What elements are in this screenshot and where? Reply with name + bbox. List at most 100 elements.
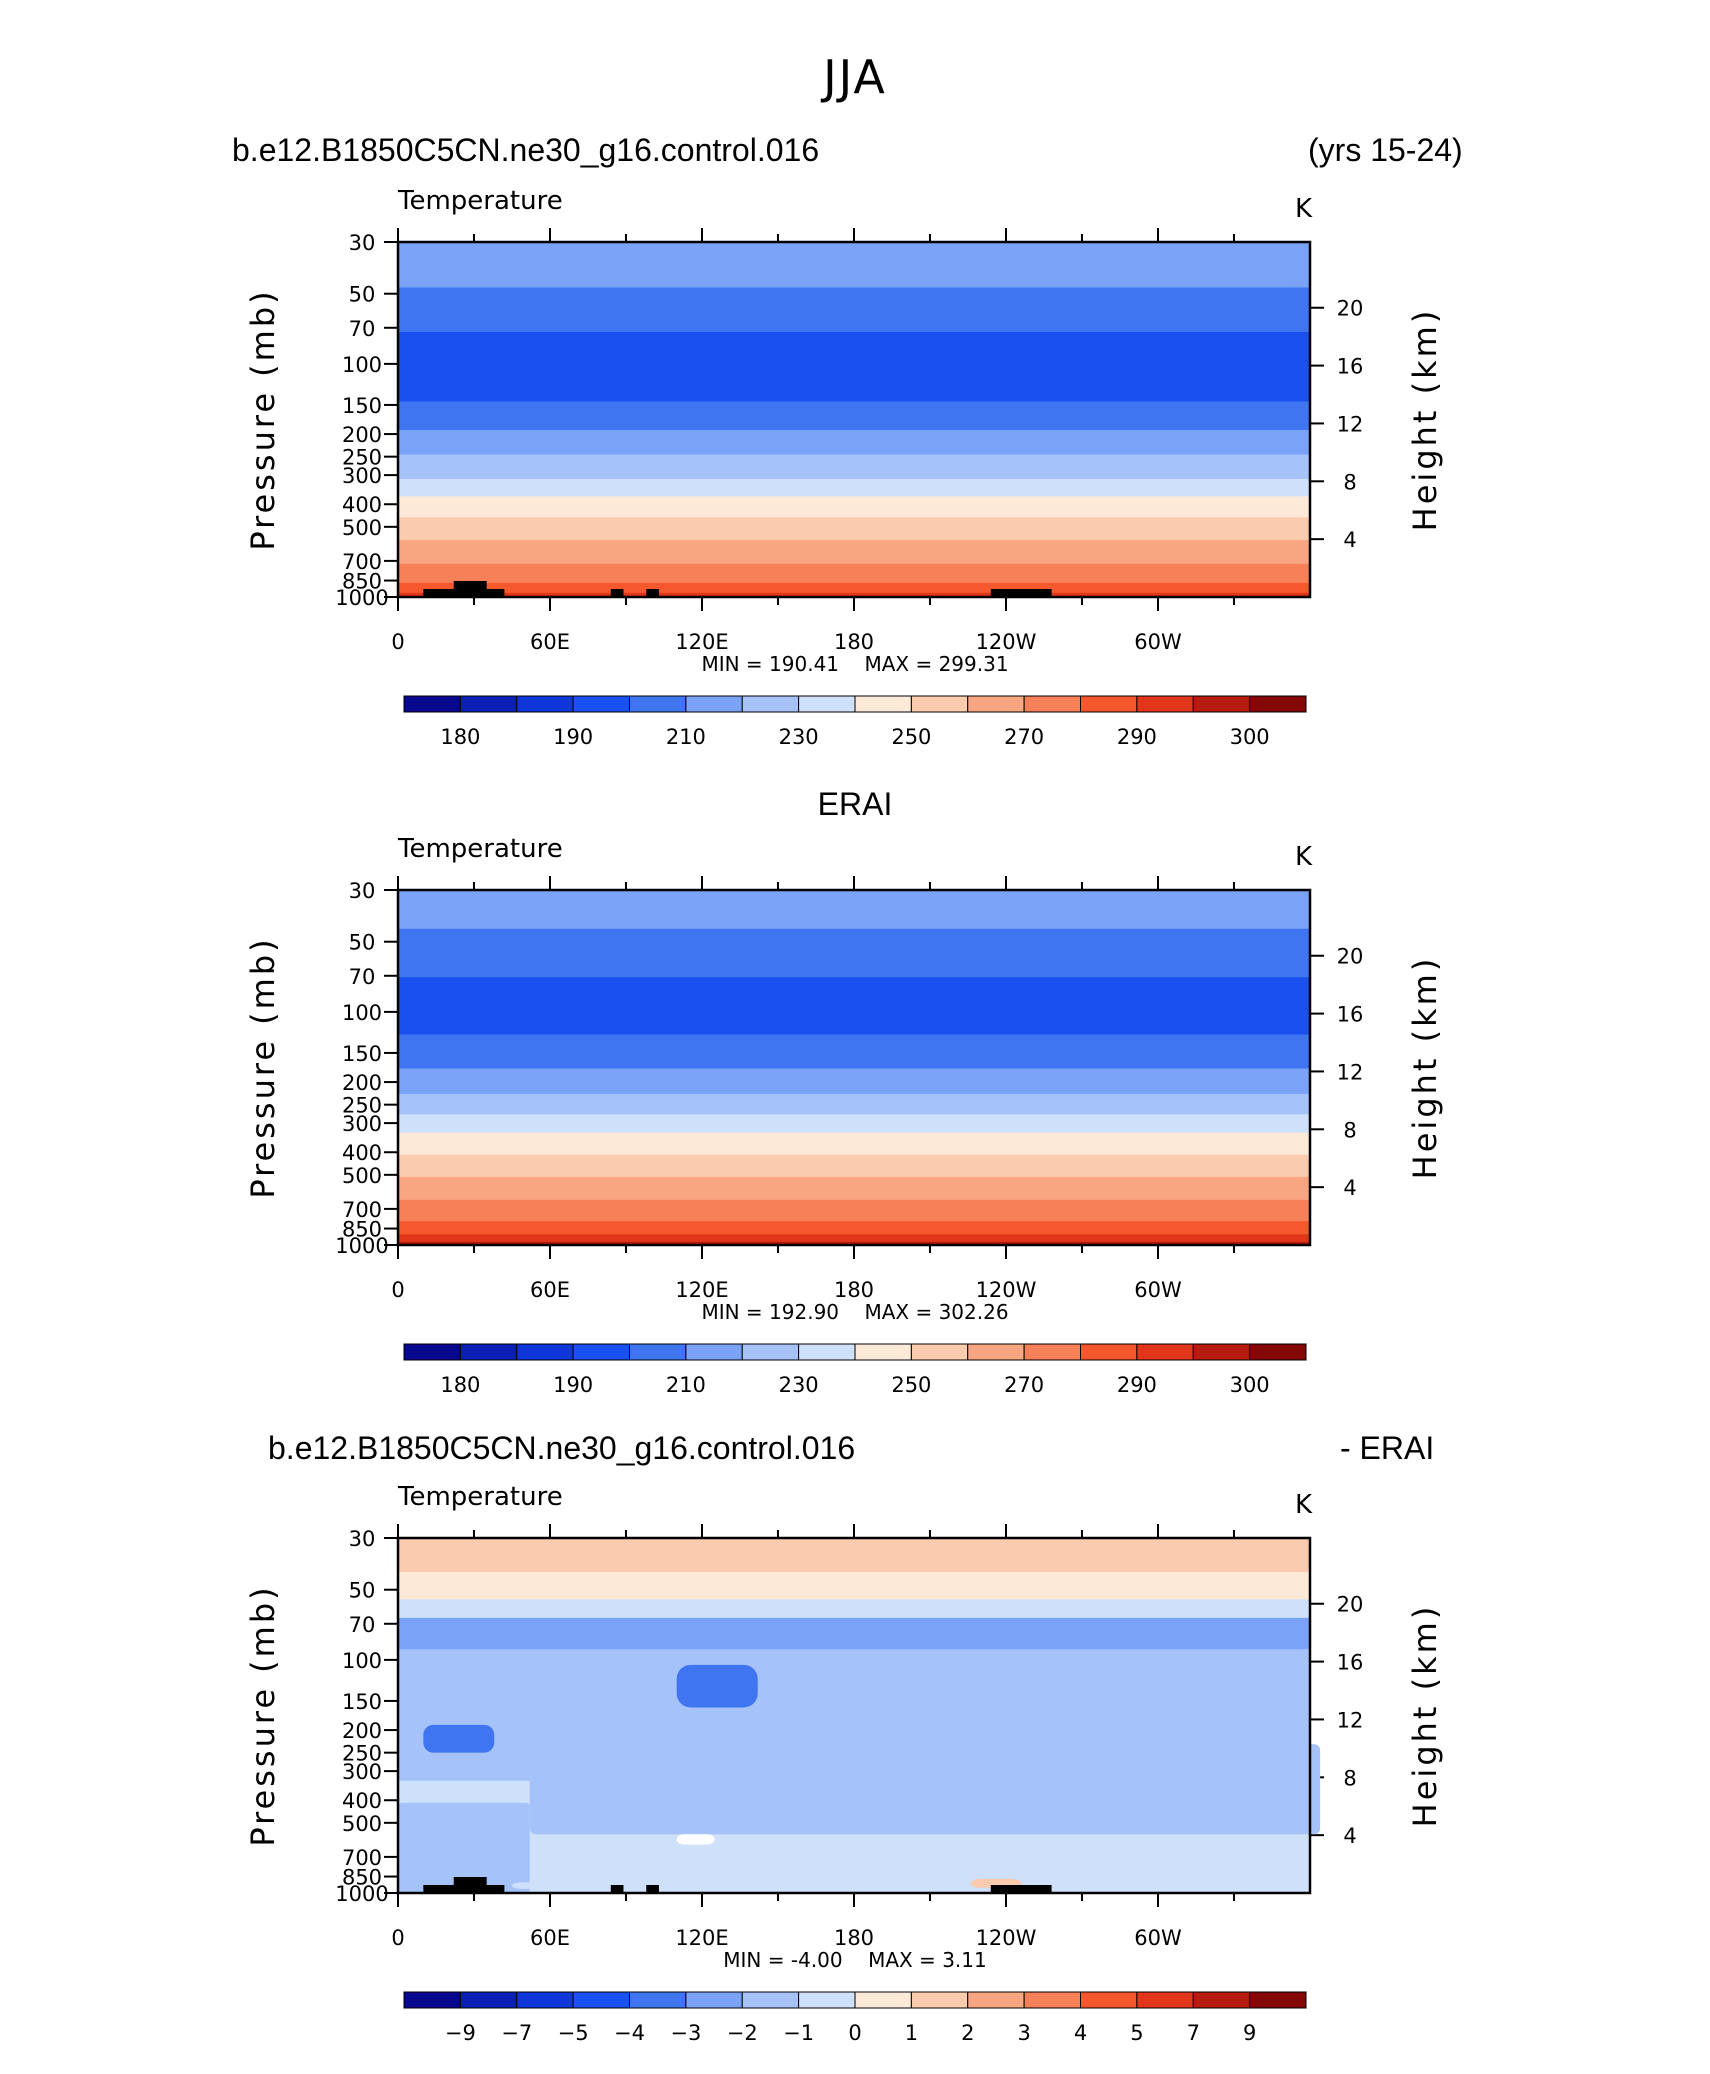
y-tick-label: 200 xyxy=(342,423,382,447)
height-tick-label: 20 xyxy=(1337,945,1364,969)
colorbar-label: 0 xyxy=(848,2021,861,2045)
y-tick-label: 70 xyxy=(349,317,376,341)
panel-obs-units: K xyxy=(1295,842,1313,872)
colorbar-box xyxy=(685,1343,743,1361)
colorbar-box xyxy=(572,695,630,713)
height-axis-label: Height (km) xyxy=(1406,956,1444,1180)
y-tick-label: 50 xyxy=(349,931,376,955)
colorbar-box xyxy=(741,1991,800,2009)
colorbar-box xyxy=(1249,695,1307,713)
colorbar-box xyxy=(1023,1991,1081,2009)
y-tick-label: 200 xyxy=(342,1071,382,1095)
y-tick-label: 70 xyxy=(349,1613,376,1637)
anomaly-patch xyxy=(676,1834,715,1845)
colorbar-box xyxy=(1192,695,1251,713)
colorbar-box xyxy=(1136,1343,1194,1361)
topography-mask xyxy=(646,1885,659,1893)
y-tick-label: 850 xyxy=(342,1218,382,1242)
contour-band xyxy=(398,890,1310,930)
contour-band xyxy=(398,479,1310,497)
colorbar-label: 300 xyxy=(1230,725,1270,749)
colorbar-box xyxy=(403,695,461,713)
colorbar-box xyxy=(741,695,800,713)
topography-mask xyxy=(990,589,1052,597)
x-tick-label: 0 xyxy=(391,1278,404,1302)
colorbar-label: 4 xyxy=(1074,2021,1087,2045)
x-tick-label: 60W xyxy=(1134,1926,1182,1950)
height-axis-label: Height (km) xyxy=(1406,308,1444,532)
y-tick-label: 1000 xyxy=(335,1234,388,1258)
colorbar-box xyxy=(910,695,969,713)
colorbar-label: 7 xyxy=(1187,2021,1200,2045)
contour-band xyxy=(398,592,1310,598)
contour-band xyxy=(398,332,1310,403)
colorbar-box xyxy=(1192,1991,1251,2009)
colorbar-box xyxy=(854,1343,912,1361)
anomaly-patch xyxy=(403,1654,538,1725)
colorbar-label: 190 xyxy=(553,725,593,749)
x-tick-label: 60W xyxy=(1134,630,1182,654)
topography-mask xyxy=(453,581,487,597)
colorbar-label: −4 xyxy=(614,2021,645,2045)
min-value: 192.90 xyxy=(769,1300,840,1324)
colorbar-box xyxy=(798,1991,856,2009)
y-tick-label: 700 xyxy=(342,1846,382,1870)
panel-diff-minmax: MIN = -4.00 MAX = 3.11 xyxy=(0,1948,1710,1972)
topography-mask xyxy=(646,589,659,597)
contour-band xyxy=(398,1221,1310,1235)
colorbar-box xyxy=(516,1991,574,2009)
height-tick-label: 8 xyxy=(1343,1118,1356,1142)
y-tick-label: 400 xyxy=(342,493,382,517)
colorbar-box xyxy=(910,1343,969,1361)
x-tick-label: 120E xyxy=(675,630,728,654)
contour-band xyxy=(398,1572,1310,1600)
colorbar-box xyxy=(967,1343,1025,1361)
y-tick-label: 400 xyxy=(342,1141,382,1165)
y-axis-label: Pressure (mb) xyxy=(244,936,282,1198)
y-tick-label: 200 xyxy=(342,1719,382,1743)
model-case-title: b.e12.B1850C5CN.ne30_g16.control.016 xyxy=(232,132,820,168)
x-tick-label: 180 xyxy=(834,1278,874,1302)
contour-band xyxy=(398,977,1310,1035)
colorbar-box xyxy=(1249,1991,1307,2009)
colorbar-label: 2 xyxy=(961,2021,974,2045)
anomaly-patch xyxy=(529,1744,1321,1835)
height-axis-label: Height (km) xyxy=(1406,1604,1444,1828)
topography-mask xyxy=(610,1885,624,1893)
colorbar-label: −7 xyxy=(501,2021,532,2045)
colorbar-label: 9 xyxy=(1243,2021,1256,2045)
anomaly-patch xyxy=(512,1882,626,1889)
y-tick-label: 1000 xyxy=(335,586,388,610)
y-tick-label: 500 xyxy=(342,1164,382,1188)
anomaly-patch xyxy=(398,1802,530,1893)
colorbar-box xyxy=(854,1991,912,2009)
contour-band xyxy=(398,1176,1310,1201)
colorbar-label: 180 xyxy=(440,725,480,749)
colorbar-label: 230 xyxy=(779,725,819,749)
colorbar-box xyxy=(459,1343,518,1361)
colorbar-label: 250 xyxy=(891,1373,931,1397)
contour-band xyxy=(398,401,1310,431)
contour-band xyxy=(398,1538,1310,1573)
colorbar-label: −3 xyxy=(670,2021,701,2045)
colorbar-box xyxy=(685,1991,743,2009)
contour-band xyxy=(398,540,1310,565)
y-tick-label: 50 xyxy=(349,283,376,307)
contour-band xyxy=(398,1154,1310,1178)
plot-frame xyxy=(396,240,1312,599)
y-tick-label: 850 xyxy=(342,570,382,594)
x-tick-label: 60E xyxy=(530,630,570,654)
x-tick-label: 120W xyxy=(976,630,1037,654)
x-tick-label: 60E xyxy=(530,1926,570,1950)
contour-band xyxy=(398,287,1310,333)
contour-band xyxy=(398,1068,1310,1095)
colorbar-label: 270 xyxy=(1004,725,1044,749)
colorbar-label: 230 xyxy=(779,1373,819,1397)
colorbar-box xyxy=(967,1991,1025,2009)
contour-band xyxy=(398,928,1310,978)
height-tick-label: 4 xyxy=(1343,1176,1356,1200)
colorbar-label: 250 xyxy=(891,725,931,749)
colorbar-label: 190 xyxy=(553,1373,593,1397)
diff-obs-title: - ERAI xyxy=(1340,1430,1435,1466)
